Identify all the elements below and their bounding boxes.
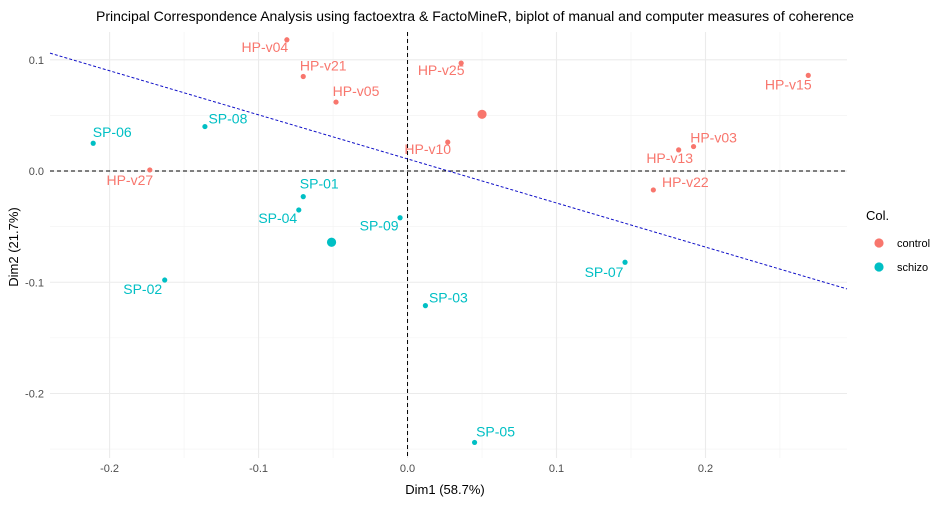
y-tick-label: -0.1 <box>25 277 44 289</box>
data-point-hp-v10 <box>445 139 451 145</box>
x-axis-label: Dim1 (58.7%) <box>405 482 484 497</box>
data-point-sp-04 <box>296 207 302 213</box>
legend-label-control: control <box>897 238 930 250</box>
data-point-sp-01 <box>300 194 306 200</box>
legend-title: Col. <box>866 208 889 223</box>
point-label-sp-01: SP-01 <box>300 176 339 192</box>
legend-label-schizo: schizo <box>897 262 928 274</box>
point-label-sp-05: SP-05 <box>476 423 515 439</box>
data-point-sp-02 <box>162 277 168 283</box>
x-tick-label: -0.2 <box>100 463 119 475</box>
data-point-sp-08 <box>202 123 208 130</box>
data-point-hp-v25 <box>458 60 464 66</box>
point-label-sp-03: SP-03 <box>429 290 468 306</box>
data-point-sp-05 <box>471 439 478 446</box>
x-tick-label: 0.2 <box>698 463 713 475</box>
point-label-sp-07: SP-07 <box>585 264 624 280</box>
point-label-hp-v04: HP-v04 <box>242 39 289 55</box>
point-label-hp-v10: HP-v10 <box>404 141 451 157</box>
group-centroid-schizo <box>326 237 337 247</box>
data-point-hp-v03 <box>690 143 697 150</box>
point-label-hp-v25: HP-v25 <box>418 62 465 78</box>
data-point-sp-09 <box>397 215 403 221</box>
fit-line <box>49 52 848 290</box>
tick-label-layer: -0.2 -0.1 0.0 0.1 0.2 -0.2 -0.1 0.0 0.1 <box>25 55 713 475</box>
data-point-hp-v04 <box>284 37 290 43</box>
x-tick-label: -0.1 <box>249 463 268 475</box>
point-label-sp-09: SP-09 <box>360 218 399 234</box>
point-label-hp-v15: HP-v15 <box>765 76 812 92</box>
data-point-hp-v21 <box>300 73 306 80</box>
point-label-hp-v27: HP-v27 <box>106 172 153 188</box>
point-label-hp-v05: HP-v05 <box>333 83 380 99</box>
group-centroid-control <box>477 109 487 119</box>
point-layer <box>90 37 811 446</box>
legend-key-control <box>874 238 884 248</box>
x-tick-label: 0.0 <box>400 463 415 475</box>
point-label-sp-06: SP-06 <box>93 124 132 140</box>
y-axis-label: Dim2 (21.7%) <box>6 207 21 286</box>
reference-lines <box>50 32 847 458</box>
point-label-hp-v13: HP-v13 <box>646 150 693 166</box>
data-point-sp-03 <box>422 303 429 309</box>
y-tick-label: 0.1 <box>29 55 44 67</box>
legend-key-schizo <box>874 262 884 272</box>
x-tick-label: 0.1 <box>549 463 564 475</box>
point-label-sp-04: SP-04 <box>258 210 297 226</box>
legend: Col. control schizo <box>866 208 930 274</box>
grid-layer <box>50 32 847 458</box>
data-point-sp-07 <box>622 259 628 265</box>
data-point-hp-v15 <box>805 72 811 78</box>
point-label-hp-v21: HP-v21 <box>300 57 347 73</box>
point-label-sp-02: SP-02 <box>123 281 162 297</box>
data-point-hp-v27 <box>147 167 153 173</box>
point-label-sp-08: SP-08 <box>208 111 247 127</box>
data-point-sp-06 <box>90 140 96 146</box>
point-label-hp-v03: HP-v03 <box>690 130 737 146</box>
data-point-hp-v22 <box>650 187 656 193</box>
y-tick-label: -0.2 <box>25 388 44 400</box>
chart-title: Principal Correspondence Analysis using … <box>96 8 854 24</box>
point-label-layer: HP-v04 HP-v21 HP-v05 HP-v25 HP-v15 HP-v10 HP-v… <box>93 39 812 440</box>
point-label-hp-v22: HP-v22 <box>662 174 709 190</box>
data-point-hp-v05 <box>333 99 339 105</box>
fit-line-layer <box>49 52 848 290</box>
data-point-hp-v13 <box>676 147 682 153</box>
y-tick-label: 0.0 <box>29 166 44 178</box>
